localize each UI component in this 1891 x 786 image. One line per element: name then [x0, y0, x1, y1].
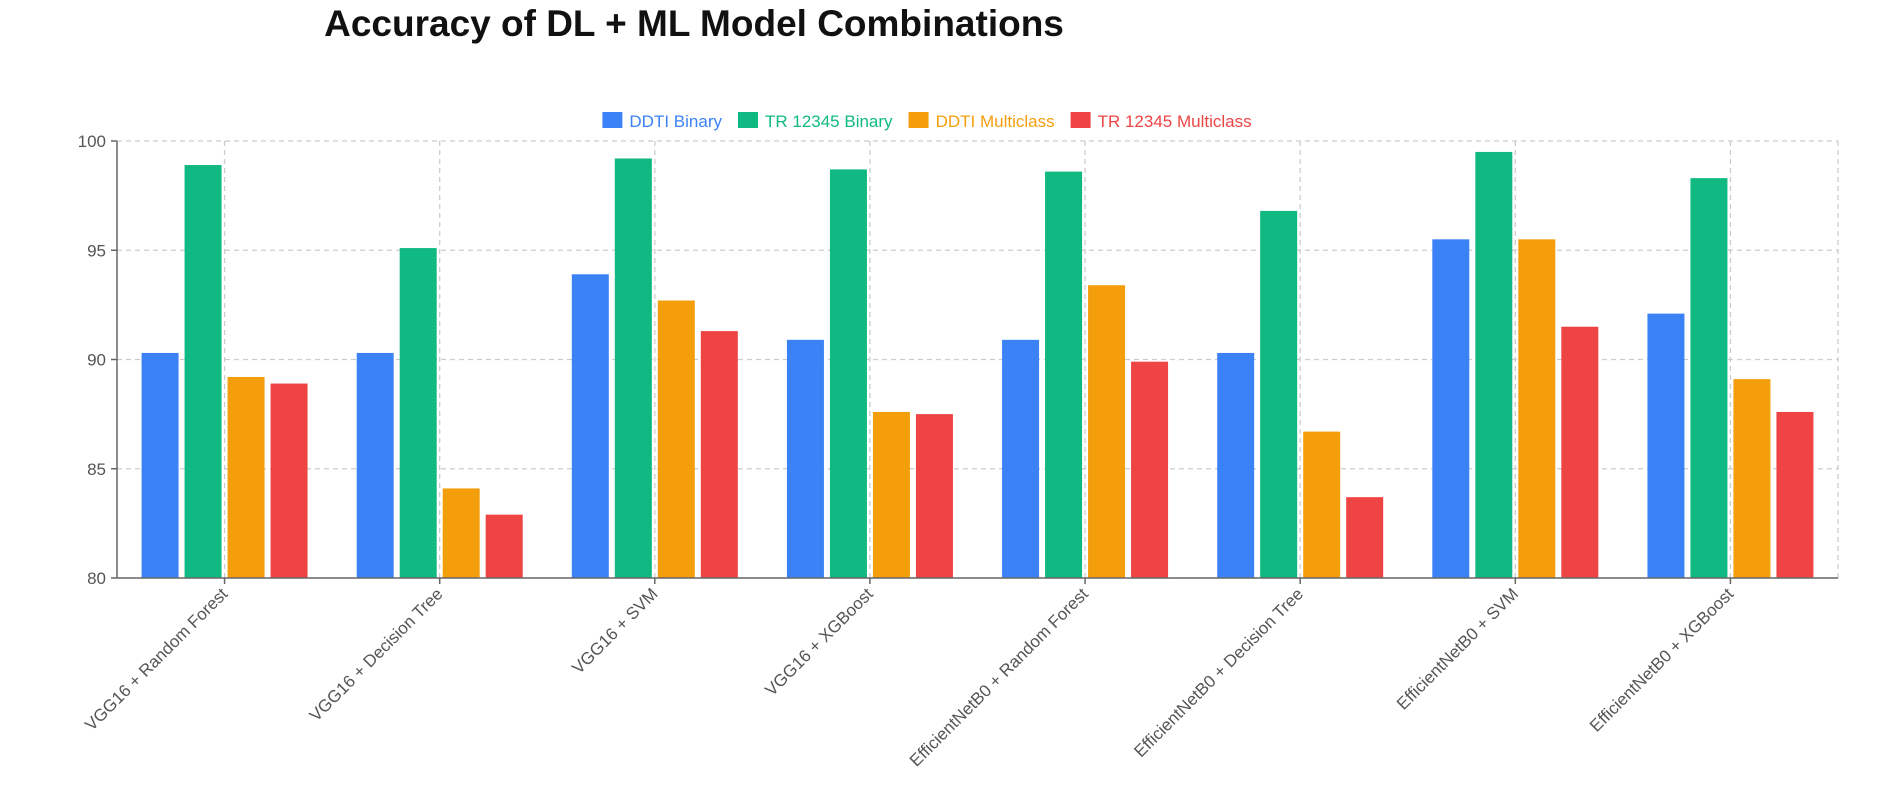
bar[interactable] — [1303, 431, 1341, 578]
bar[interactable] — [1088, 285, 1126, 578]
bar[interactable] — [1045, 171, 1083, 578]
legend-label: TR 12345 Binary — [765, 112, 893, 131]
bar[interactable] — [1432, 239, 1470, 578]
y-tick-label: 100 — [78, 132, 106, 151]
bars-layer — [141, 151, 1814, 579]
legend-swatch[interactable] — [737, 112, 758, 128]
x-tick-label: VGG16 + Random Forest — [81, 584, 231, 734]
legend-swatch[interactable] — [1070, 112, 1091, 128]
bar[interactable] — [1002, 339, 1040, 578]
bar[interactable] — [356, 352, 394, 578]
bar[interactable] — [1475, 151, 1513, 579]
legend-label: DDTI Multiclass — [936, 112, 1055, 131]
bar[interactable] — [1131, 361, 1169, 578]
x-tick-label: VGG16 + Decision Tree — [306, 584, 447, 725]
bar[interactable] — [614, 158, 652, 579]
bar[interactable] — [227, 376, 265, 578]
y-tick-label: 80 — [87, 569, 106, 588]
bar[interactable] — [1518, 239, 1556, 578]
bar[interactable] — [786, 339, 824, 578]
legend-swatch[interactable] — [602, 112, 623, 128]
bar[interactable] — [485, 514, 523, 578]
chart-title: Accuracy of DL + ML Model Combinations — [324, 3, 1064, 44]
bar[interactable] — [915, 414, 953, 578]
x-tick-label: EfficientNetB0 + XGBoost — [1586, 584, 1737, 735]
x-tick-label: VGG16 + SVM — [568, 584, 661, 677]
legend-label: DDTI Binary — [629, 112, 722, 131]
bar[interactable] — [270, 383, 308, 578]
bar[interactable] — [1260, 210, 1298, 579]
legend[interactable]: DDTI Binary TR 12345 Binary DDTI Multiclas… — [602, 112, 1252, 131]
bar[interactable] — [657, 300, 695, 578]
x-tick-label: EfficientNetB0 + Random Forest — [906, 584, 1092, 770]
x-tick-label: EfficientNetB0 + SVM — [1393, 584, 1522, 713]
bar[interactable] — [1647, 313, 1685, 578]
y-tick-label: 85 — [87, 460, 106, 479]
bar[interactable] — [442, 488, 480, 578]
bar[interactable] — [399, 248, 437, 578]
x-tick-label: VGG16 + XGBoost — [761, 584, 877, 700]
bar[interactable] — [1690, 178, 1728, 578]
legend-label: TR 12345 Multiclass — [1098, 112, 1252, 131]
bar[interactable] — [1346, 497, 1384, 578]
bar[interactable] — [141, 352, 179, 578]
bar[interactable] — [829, 169, 867, 578]
bar[interactable] — [1561, 326, 1599, 578]
bar[interactable] — [700, 331, 738, 578]
bar[interactable] — [571, 274, 609, 578]
legend-swatch[interactable] — [908, 112, 929, 128]
y-tick-label: 95 — [87, 241, 106, 260]
bar[interactable] — [1776, 411, 1814, 578]
x-tick-label: EfficientNetB0 + Decision Tree — [1130, 584, 1307, 761]
bar[interactable] — [872, 411, 910, 578]
bar[interactable] — [184, 165, 222, 578]
bar[interactable] — [1217, 352, 1255, 578]
bar[interactable] — [1733, 379, 1771, 578]
y-tick-label: 90 — [87, 351, 106, 370]
